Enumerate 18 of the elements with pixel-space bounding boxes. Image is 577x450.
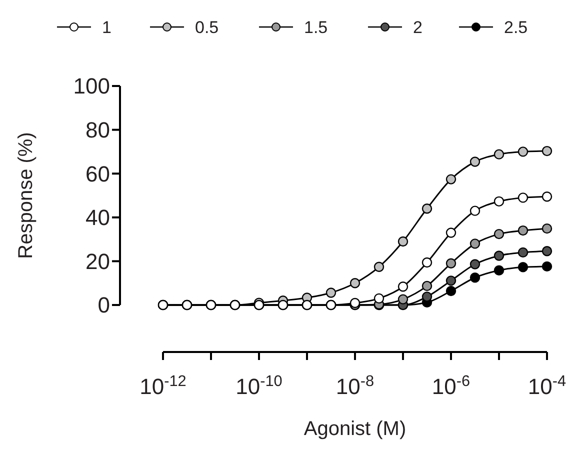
y-tick-label: 100: [73, 74, 110, 99]
legend-label: 1.5: [304, 18, 328, 37]
x-tick-label: 10$^{-8}$: [336, 372, 374, 399]
y-axis-title: Response (%): [15, 132, 37, 259]
y-tick-label: 0: [98, 292, 110, 318]
x-tick-label: 10$^{-6}$: [432, 372, 470, 399]
legend-label: 0.5: [195, 18, 219, 37]
x-tick-label: 10$^{-10}$: [236, 372, 282, 399]
legend-label: 1: [102, 18, 112, 37]
y-tick-label: 40: [86, 205, 110, 230]
x-tick-label: 10$^{-4}$: [528, 372, 567, 399]
x-tick-label: 10$^{-12}$: [140, 372, 186, 399]
legend-label: 2.5: [504, 18, 528, 37]
y-tick-label: 20: [86, 248, 110, 274]
y-tick-label: 80: [86, 118, 110, 142]
legend-label: 2: [413, 18, 422, 37]
y-tick-label: 60: [86, 161, 110, 186]
x-axis-title: Agonist (M): [304, 418, 406, 440]
